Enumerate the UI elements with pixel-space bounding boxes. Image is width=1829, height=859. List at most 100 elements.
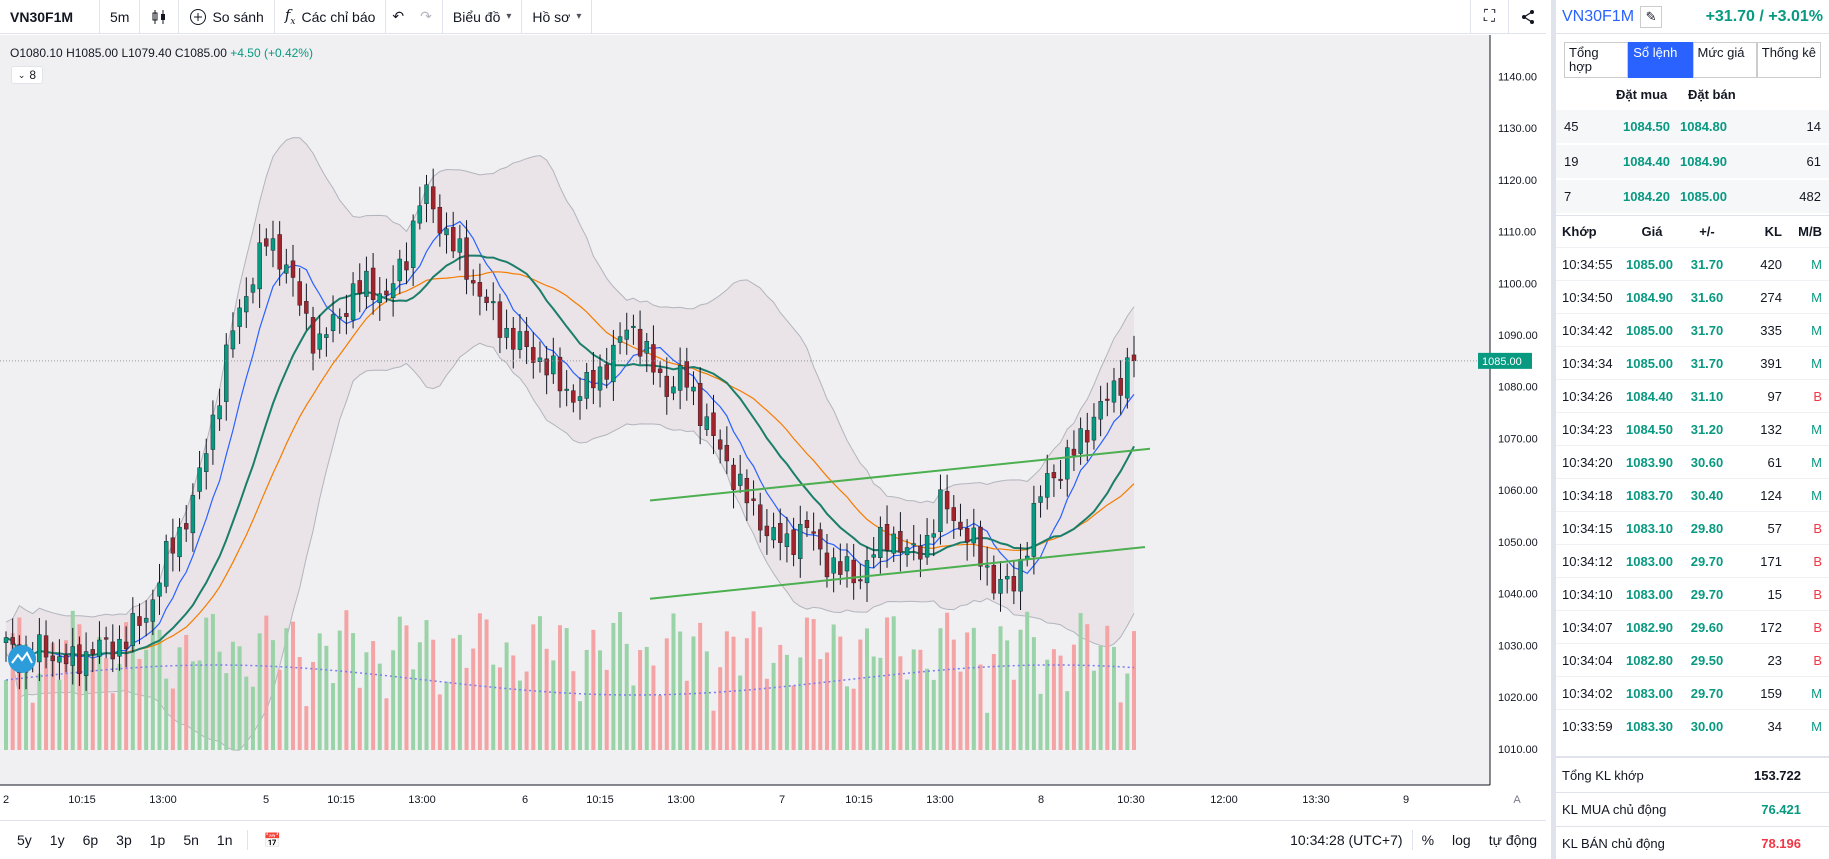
- share-button[interactable]: [1508, 0, 1546, 34]
- bottom-toolbar: 5y 1y 6p 3p 1p 5n 1n 📅 10:34:28 (UTC+7) % log …: [0, 820, 1546, 859]
- candle-body: [878, 526, 883, 558]
- candle-body: [344, 313, 349, 317]
- range-button-5y[interactable]: 5y: [17, 832, 32, 848]
- candle-body: [184, 523, 189, 530]
- candle-body: [824, 552, 830, 578]
- volume-bar: [170, 688, 175, 750]
- ask-price-cell[interactable]: 1085.00: [1674, 189, 1758, 204]
- trade-time: 10:34:23: [1562, 421, 1613, 437]
- symbol-button[interactable]: VN30F1M: [0, 0, 100, 34]
- volume-bar: [57, 679, 62, 750]
- chart-canvas[interactable]: 1140.00 1130.00 1120.00 1110.00 1100.00 1090.…: [0, 35, 1546, 820]
- candle-body: [150, 599, 156, 622]
- volume-bar: [544, 648, 549, 750]
- trade-row: 10:34:55 1085.00 31.70 420 M: [1556, 247, 1829, 280]
- volume-bar: [771, 662, 776, 750]
- volume-bar: [831, 624, 836, 750]
- redo-icon: ↷: [420, 8, 432, 24]
- range-button-3p[interactable]: 3p: [116, 832, 132, 848]
- candle-body: [758, 504, 763, 531]
- candle-body: [904, 547, 910, 556]
- volume-bar: [284, 628, 289, 750]
- volume-bar: [731, 636, 736, 750]
- volume-bar: [90, 656, 95, 750]
- chart-menu-button[interactable]: Biểu đồ ▾: [443, 0, 523, 34]
- candle-body: [364, 270, 369, 297]
- candle-body: [257, 242, 262, 290]
- volume-bar: [1045, 659, 1050, 750]
- volume-bar: [925, 668, 930, 750]
- bid-price[interactable]: 1084.40: [1623, 154, 1670, 169]
- indicators-toggle[interactable]: ⌄ 8: [11, 66, 43, 84]
- bid-price[interactable]: 1084.20: [1623, 189, 1670, 204]
- tab-0[interactable]: Tổng hợp: [1564, 42, 1629, 78]
- time-axis-label: 8: [1038, 794, 1044, 806]
- profile-menu-button[interactable]: Hồ sơ ▾: [522, 0, 593, 34]
- volume-bar: [357, 687, 362, 750]
- tab-3[interactable]: Thống kê: [1756, 42, 1821, 78]
- share-icon: [1521, 10, 1534, 24]
- volume-bar: [851, 688, 856, 750]
- volume-bar: [1091, 670, 1096, 750]
- profile-menu-label: Hồ sơ: [532, 8, 571, 25]
- compare-button[interactable]: So sánh: [179, 0, 275, 34]
- bid-header: Đặt mua: [1616, 86, 1668, 102]
- fullscreen-button[interactable]: ⛶: [1470, 0, 1508, 34]
- bid-price[interactable]: 1084.50: [1623, 119, 1670, 134]
- trade-time: 10:34:02: [1562, 685, 1613, 701]
- volume-bar: [77, 624, 82, 750]
- auto-scale-toggle[interactable]: tự động: [1488, 832, 1537, 848]
- price-chart[interactable]: 1140.00 1130.00 1120.00 1110.00 1100.00 1090.…: [0, 35, 1546, 820]
- trades-list[interactable]: 10:34:55 1085.00 31.70 420 M 10:34:50 1084.90 3…: [1556, 247, 1829, 742]
- volume-bar: [798, 657, 803, 750]
- trade-volume: 15: [1767, 586, 1782, 602]
- range-button-5n[interactable]: 5n: [183, 832, 199, 848]
- volume-bar: [624, 643, 629, 750]
- candle-body: [317, 333, 322, 350]
- ask-price-cell[interactable]: 1084.80: [1674, 119, 1758, 134]
- trade-time: 10:34:55: [1562, 256, 1613, 272]
- trade-row: 10:34:07 1082.90 29.60 172 B: [1556, 610, 1829, 643]
- range-button-6p[interactable]: 6p: [82, 832, 99, 848]
- percent-toggle[interactable]: %: [1421, 832, 1435, 848]
- volume-bar: [551, 660, 556, 750]
- redo-button[interactable]: ↷: [410, 0, 443, 34]
- log-toggle[interactable]: log: [1452, 832, 1471, 848]
- undo-icon: ↶: [392, 8, 405, 24]
- tab-1[interactable]: Sổ lệnh: [1628, 42, 1693, 78]
- tab-2[interactable]: Mức giá: [1692, 42, 1757, 78]
- divider: [247, 830, 249, 850]
- trade-volume: 274: [1760, 289, 1782, 305]
- volume-bar: [738, 675, 743, 750]
- candle-body: [871, 554, 876, 558]
- range-button-1p[interactable]: 1p: [149, 832, 166, 848]
- volume-bar: [891, 616, 896, 750]
- volume-bar: [237, 646, 242, 750]
- fx-icon: fx: [284, 6, 296, 27]
- volume-bar: [591, 629, 596, 750]
- panel-symbol[interactable]: VN30F1M: [1562, 7, 1635, 25]
- volume-bar: [371, 641, 376, 750]
- candle-body: [284, 264, 289, 274]
- indicators-button[interactable]: fx Các chỉ báo: [275, 0, 387, 34]
- range-button-1n[interactable]: 1n: [216, 832, 233, 848]
- trade-change: 31.10: [1690, 388, 1724, 404]
- volume-bar: [971, 627, 976, 750]
- summary-label: Tổng KL khớp: [1562, 767, 1644, 783]
- date-range-button[interactable]: 📅: [254, 832, 289, 849]
- chart-type-button[interactable]: [140, 0, 180, 34]
- volume-bar: [858, 639, 863, 750]
- edit-button[interactable]: ✎: [1640, 5, 1663, 28]
- volume-bar: [431, 639, 436, 750]
- clock-time[interactable]: 10:34:28 (UTC+7): [1290, 832, 1403, 848]
- volume-bar: [1118, 702, 1123, 750]
- interval-button[interactable]: 5m: [100, 0, 141, 34]
- ask-price-cell[interactable]: 1084.90: [1674, 154, 1758, 169]
- ohlc-close: C1085.00: [174, 46, 227, 60]
- volume-bar: [177, 647, 182, 750]
- range-button-1y[interactable]: 1y: [49, 832, 65, 848]
- candle-body: [884, 524, 890, 551]
- time-axis-label: 10:30: [1117, 794, 1145, 806]
- candle-body: [604, 364, 609, 380]
- undo-button[interactable]: ↶: [386, 0, 410, 34]
